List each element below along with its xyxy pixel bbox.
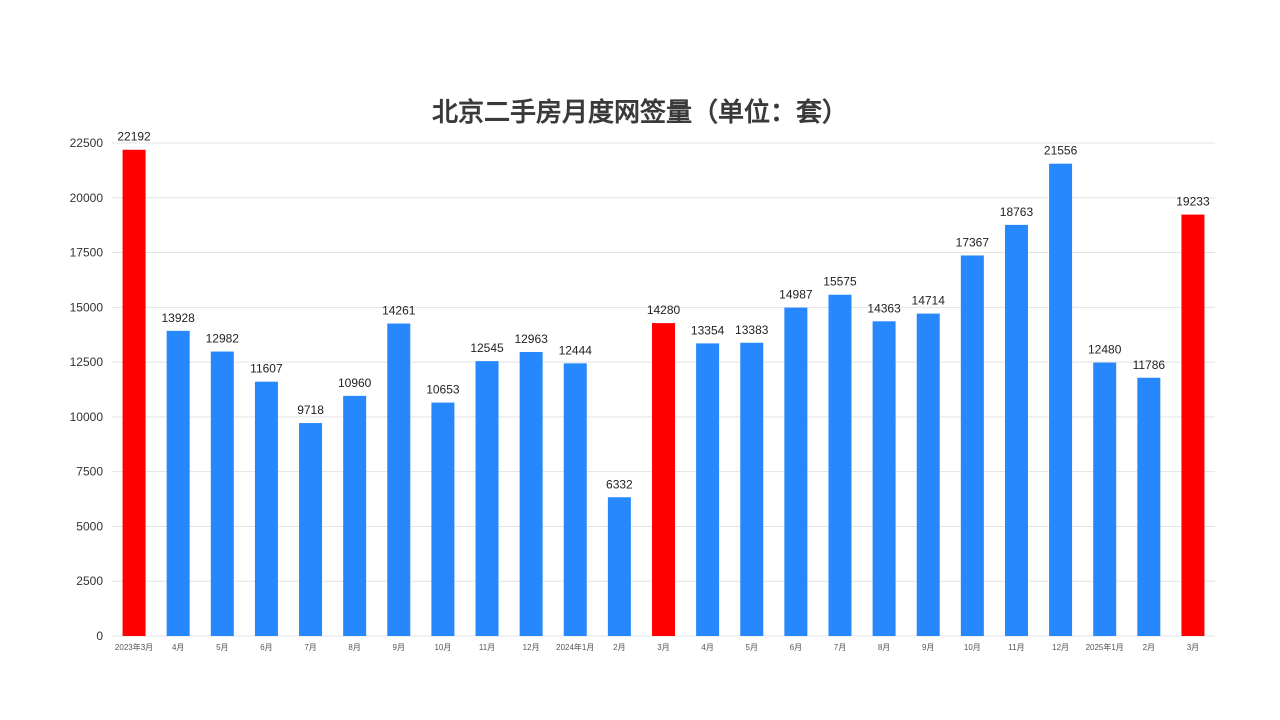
data-label: 14714 (912, 294, 946, 308)
bar (1181, 214, 1205, 636)
data-label: 14261 (382, 304, 416, 318)
y-tick-label: 2500 (76, 574, 103, 588)
data-label: 10653 (426, 383, 460, 397)
data-label: 9718 (297, 403, 324, 417)
data-label: 11786 (1133, 358, 1166, 372)
y-tick-label: 10000 (70, 410, 104, 424)
x-tick-label: 12月 (1052, 643, 1069, 652)
x-tick-label: 2月 (613, 643, 625, 652)
data-label: 12963 (514, 332, 548, 346)
y-tick-label: 17500 (70, 246, 104, 260)
data-label: 11607 (250, 362, 283, 376)
x-tick-label: 3月 (1187, 643, 1199, 652)
bar (696, 343, 720, 636)
y-tick-label: 5000 (76, 519, 103, 533)
chart-title: 北京二手房月度网签量（单位：套） (431, 98, 848, 128)
bar (387, 323, 411, 636)
x-tick-label: 11月 (479, 643, 495, 652)
bar (519, 351, 543, 636)
x-tick-label: 2025年1月 (1086, 642, 1124, 652)
data-label: 10960 (338, 376, 372, 390)
y-tick-label: 12500 (70, 355, 104, 369)
y-tick-label: 15000 (70, 300, 104, 314)
bar (1004, 224, 1028, 636)
data-label: 13354 (691, 323, 725, 337)
bar (652, 323, 675, 636)
bar (563, 363, 587, 636)
bar (475, 361, 499, 636)
x-tick-label: 5月 (746, 643, 758, 652)
bar (122, 149, 146, 636)
x-tick-label: 9月 (393, 643, 405, 652)
bar (1093, 362, 1117, 636)
data-label: 12444 (559, 343, 593, 357)
y-tick-label: 22500 (70, 136, 104, 150)
data-label: 12545 (470, 341, 504, 355)
bar (872, 321, 896, 636)
data-label: 13928 (161, 311, 195, 325)
x-tick-label: 4月 (172, 643, 184, 652)
data-label: 14280 (647, 303, 681, 317)
data-label: 18763 (1000, 205, 1034, 219)
bar (299, 423, 323, 636)
data-label: 13383 (735, 323, 769, 337)
data-label: 6332 (606, 477, 633, 491)
x-tick-label: 6月 (790, 643, 802, 652)
data-label: 12982 (206, 332, 240, 346)
bar (166, 330, 190, 636)
bar (343, 395, 367, 636)
x-tick-label: 3月 (657, 643, 669, 652)
data-label: 15575 (823, 275, 857, 289)
data-label: 14987 (779, 288, 813, 302)
bar (1137, 377, 1161, 636)
bar (431, 402, 455, 636)
x-tick-label: 2月 (1143, 643, 1155, 652)
data-label: 14363 (867, 301, 901, 315)
x-tick-label: 9月 (922, 643, 934, 652)
data-label: 22192 (117, 130, 151, 144)
x-tick-label: 5月 (216, 643, 228, 652)
data-label: 17367 (956, 235, 990, 249)
y-tick-label: 20000 (70, 191, 104, 205)
data-label: 19233 (1176, 195, 1210, 209)
x-tick-label: 10月 (434, 643, 451, 652)
y-tick-label: 0 (96, 629, 103, 643)
x-tick-label: 12月 (523, 643, 540, 652)
bar (828, 294, 852, 636)
x-tick-label: 2023年3月 (115, 642, 153, 652)
x-tick-label: 4月 (701, 643, 713, 652)
x-tick-label: 10月 (964, 643, 981, 652)
bar (210, 351, 234, 636)
bar (740, 342, 764, 636)
data-label: 21556 (1044, 144, 1078, 158)
x-tick-label: 11月 (1008, 643, 1024, 652)
bar (784, 307, 808, 636)
x-tick-label: 7月 (834, 643, 846, 652)
bar (1049, 163, 1073, 636)
x-tick-label: 8月 (878, 643, 890, 652)
data-label: 12480 (1088, 343, 1122, 357)
x-tick-label: 6月 (260, 643, 272, 652)
bar (916, 313, 940, 636)
x-tick-label: 8月 (348, 643, 360, 652)
bar (607, 497, 631, 636)
x-tick-label: 2024年1月 (556, 642, 594, 652)
bar (960, 255, 984, 636)
y-tick-label: 7500 (76, 465, 103, 479)
x-tick-label: 7月 (304, 643, 316, 652)
bar (254, 381, 278, 636)
